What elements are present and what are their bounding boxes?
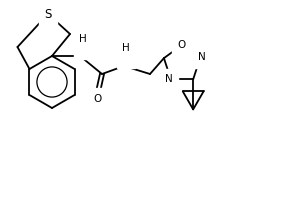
Text: O: O [178, 40, 186, 50]
Text: N: N [122, 52, 130, 62]
Text: N: N [79, 43, 87, 53]
Text: H: H [122, 43, 130, 53]
Text: H: H [79, 34, 87, 44]
Text: O: O [94, 94, 102, 104]
Text: N: N [198, 52, 206, 62]
Text: S: S [44, 7, 52, 21]
Text: N: N [165, 74, 173, 84]
